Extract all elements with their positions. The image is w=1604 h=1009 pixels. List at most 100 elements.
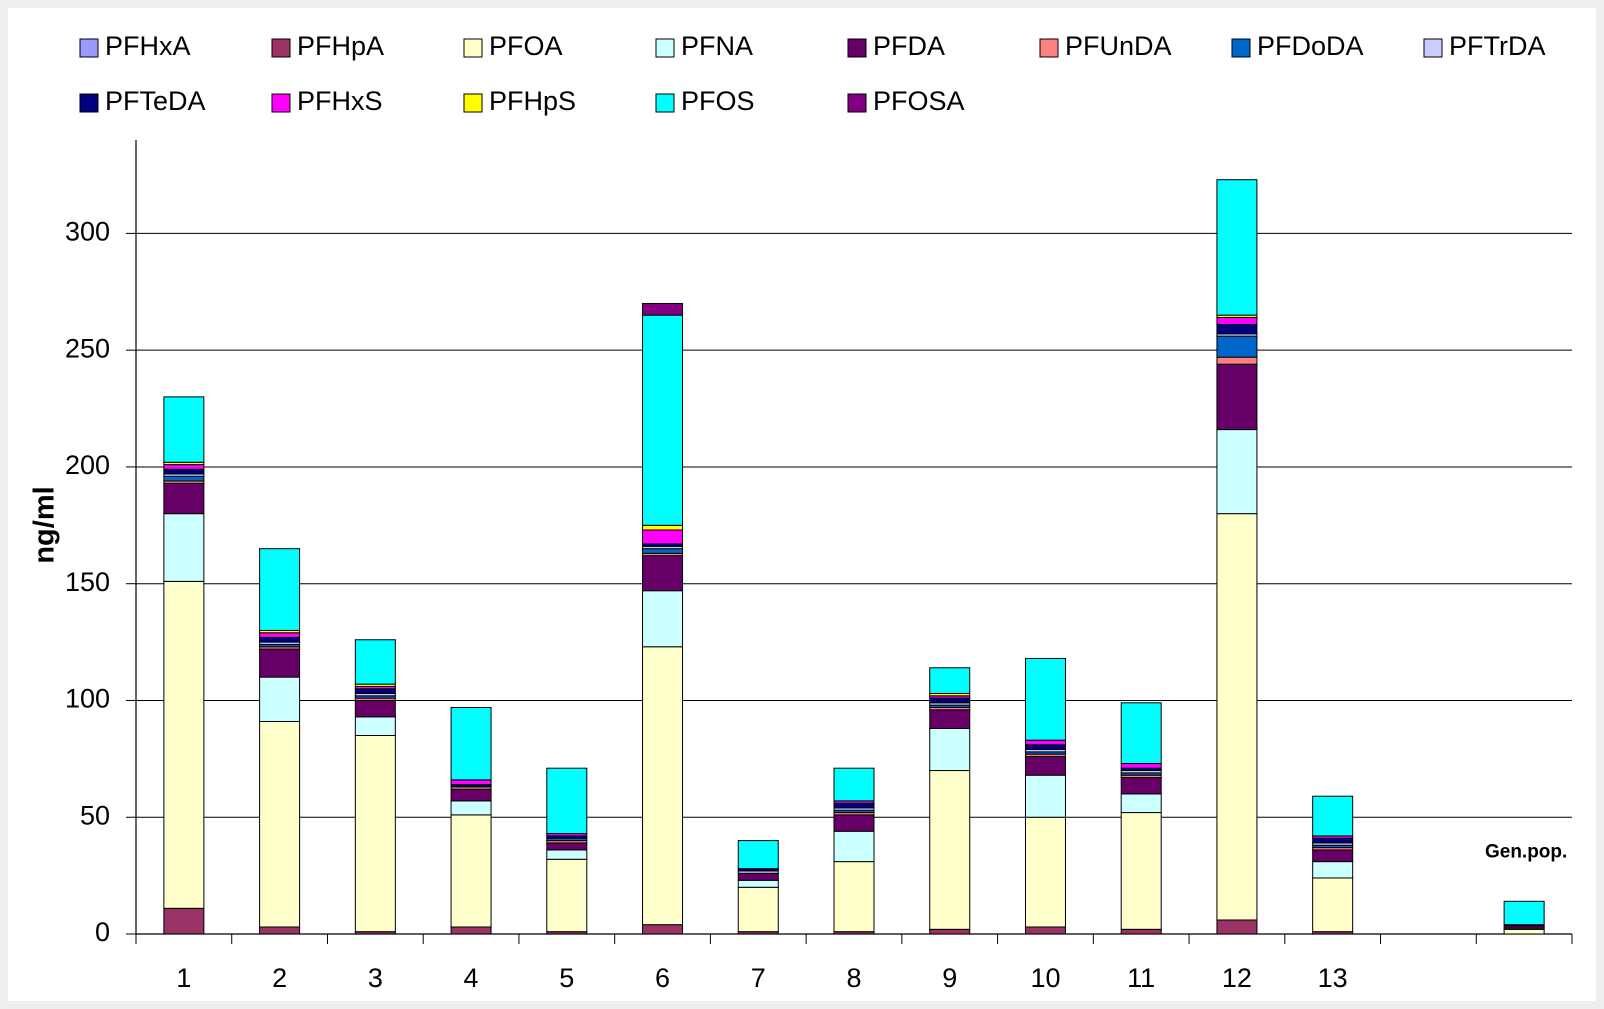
bar-segment bbox=[450, 926, 492, 935]
bar-segment bbox=[642, 548, 684, 554]
bar-segment bbox=[1024, 739, 1066, 746]
bar-segment bbox=[163, 907, 205, 935]
bar-segment bbox=[833, 767, 875, 802]
bar-segment bbox=[259, 548, 301, 631]
bar-segment bbox=[929, 727, 971, 772]
x-tick-label: 11 bbox=[1127, 963, 1155, 993]
bar-segment bbox=[259, 636, 301, 643]
bar-segment bbox=[1120, 928, 1162, 935]
legend-swatch bbox=[271, 38, 291, 58]
bar-segment bbox=[259, 926, 301, 935]
legend-label: PFHxA bbox=[105, 31, 191, 61]
bar-segment bbox=[1312, 861, 1354, 879]
bar-segment bbox=[259, 720, 301, 928]
x-tick-label: 6 bbox=[655, 963, 670, 993]
x-tick-label: 2 bbox=[272, 963, 287, 993]
legend-label: PFTeDA bbox=[105, 86, 206, 116]
bar-segment bbox=[642, 590, 684, 648]
legend-label: PFUnDA bbox=[1065, 31, 1172, 61]
bar-segment bbox=[642, 314, 684, 526]
legend-swatch bbox=[847, 93, 867, 113]
bar-segment bbox=[163, 464, 205, 470]
bar-segment bbox=[833, 802, 875, 809]
bar-segment bbox=[163, 475, 205, 482]
bar-segment bbox=[737, 886, 779, 933]
legend-swatch bbox=[1423, 38, 1443, 58]
legend-label: PFTrDA bbox=[1449, 31, 1546, 61]
annotation: Gen.pop. bbox=[1485, 841, 1567, 862]
bar-segment bbox=[354, 716, 396, 736]
bar-segment bbox=[450, 788, 492, 802]
bar-segment bbox=[737, 879, 779, 888]
bar-segment bbox=[929, 709, 971, 729]
bar-segment bbox=[642, 924, 684, 935]
bar-segment bbox=[259, 648, 301, 678]
y-tick-label: 250 bbox=[65, 333, 110, 363]
bar-segment bbox=[1216, 323, 1258, 335]
bar-segment bbox=[259, 632, 301, 638]
legend-label: PFHxS bbox=[297, 86, 383, 116]
bar-segment bbox=[1503, 928, 1545, 935]
bar-segment bbox=[1216, 513, 1258, 921]
bar-segment bbox=[929, 928, 971, 935]
x-tick-label: 9 bbox=[942, 963, 957, 993]
bar-segment bbox=[354, 735, 396, 933]
x-tick-label: 12 bbox=[1222, 963, 1252, 993]
x-tick-label: 4 bbox=[464, 963, 479, 993]
plot-background bbox=[8, 8, 1596, 1001]
x-tick-label: 8 bbox=[846, 963, 861, 993]
bar-segment bbox=[1024, 816, 1066, 928]
bar-segment bbox=[929, 667, 971, 694]
x-tick-label: 3 bbox=[368, 963, 383, 993]
bar-segment bbox=[1216, 335, 1258, 358]
bar-segment bbox=[546, 849, 588, 860]
bar-segment bbox=[354, 639, 396, 685]
bar-segment bbox=[1120, 777, 1162, 795]
x-tick-label: 13 bbox=[1318, 963, 1348, 993]
legend-label: PFDA bbox=[873, 31, 945, 61]
bar-segment bbox=[1503, 900, 1545, 926]
bar-segment bbox=[1312, 849, 1354, 863]
bar-segment bbox=[1216, 356, 1258, 365]
bar-segment bbox=[450, 706, 492, 781]
y-tick-label: 100 bbox=[65, 684, 110, 714]
bar-segment bbox=[450, 814, 492, 928]
legend-label: PFDoDA bbox=[1257, 31, 1364, 61]
bar-segment bbox=[450, 779, 492, 786]
legend-swatch bbox=[79, 38, 99, 58]
x-tick-label: 1 bbox=[176, 963, 191, 993]
bar-segment bbox=[642, 524, 684, 531]
bar-segment bbox=[1024, 756, 1066, 776]
bar-segment bbox=[1024, 744, 1066, 751]
bar-segment bbox=[163, 580, 205, 909]
bar-segment bbox=[642, 646, 684, 926]
bar-segment bbox=[1120, 812, 1162, 930]
bar-segment bbox=[833, 830, 875, 863]
bar-segment bbox=[354, 688, 396, 694]
bar-segment bbox=[1216, 316, 1258, 325]
bar-segment bbox=[546, 858, 588, 933]
x-tick-label: 7 bbox=[751, 963, 766, 993]
y-tick-label: 300 bbox=[65, 217, 110, 247]
legend-swatch bbox=[655, 93, 675, 113]
bar-segment bbox=[163, 396, 205, 463]
bar-segment bbox=[642, 529, 684, 545]
legend-label: PFOSA bbox=[873, 86, 965, 116]
bar-segment bbox=[163, 513, 205, 582]
bar-segment bbox=[833, 861, 875, 933]
bar-segment bbox=[259, 676, 301, 722]
bar-segment bbox=[450, 800, 492, 816]
legend-swatch bbox=[847, 38, 867, 58]
y-tick-label: 150 bbox=[65, 567, 110, 597]
bar-segment bbox=[1120, 702, 1162, 765]
bar-segment bbox=[833, 814, 875, 832]
bar-segment bbox=[1120, 763, 1162, 769]
bar-segment bbox=[1312, 877, 1354, 933]
bar-segment bbox=[737, 840, 779, 870]
bar-segment bbox=[1024, 774, 1066, 818]
legend-swatch bbox=[463, 93, 483, 113]
bar-segment bbox=[642, 555, 684, 592]
legend-swatch bbox=[271, 93, 291, 113]
legend-swatch bbox=[79, 93, 99, 113]
